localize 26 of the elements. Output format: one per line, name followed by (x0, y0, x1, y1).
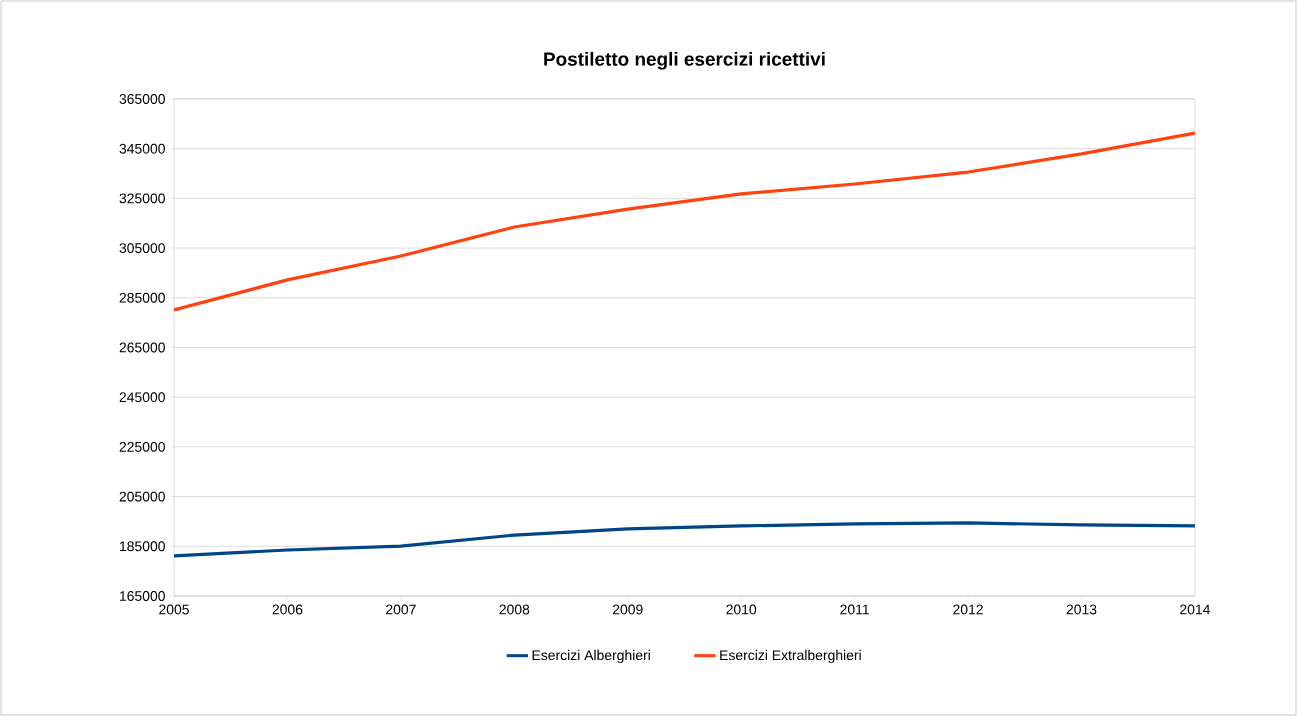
x-tick-label: 2010 (726, 604, 757, 615)
y-tick-label: 325000 (119, 193, 165, 204)
x-tick-label: 2007 (386, 604, 416, 615)
y-tick-label: 205000 (119, 491, 165, 502)
y-tick-label: 365000 (119, 94, 165, 104)
legend-label: Esercizi Extralberghieri (720, 649, 861, 663)
x-tick-label: 2012 (953, 604, 983, 615)
line-series (174, 131, 1195, 312)
y-tick-label: 265000 (119, 342, 165, 353)
x-tick-label: 2008 (499, 604, 530, 615)
y-tick-label: 165000 (120, 591, 165, 601)
y-tick-label: 225000 (119, 441, 165, 452)
y-tick-label: 305000 (119, 243, 165, 254)
line-series (174, 521, 1195, 558)
y-tick-label: 285000 (119, 292, 165, 303)
x-tick-label: 2011 (840, 604, 869, 615)
y-tick-label: 185000 (120, 541, 165, 552)
chart-title: Postiletto negli esercizi ricettivi (544, 51, 825, 70)
x-tick-label: 2006 (272, 604, 303, 615)
x-tick-label: 2005 (159, 604, 189, 615)
y-tick-label: 245000 (119, 392, 165, 403)
x-tick-label: 2009 (612, 604, 643, 615)
x-tick-label: 2014 (1180, 604, 1211, 615)
x-tick-label: 2013 (1066, 604, 1097, 615)
legend-label: Esercizi Alberghieri (532, 649, 650, 663)
y-tick-label: 345000 (119, 143, 165, 154)
